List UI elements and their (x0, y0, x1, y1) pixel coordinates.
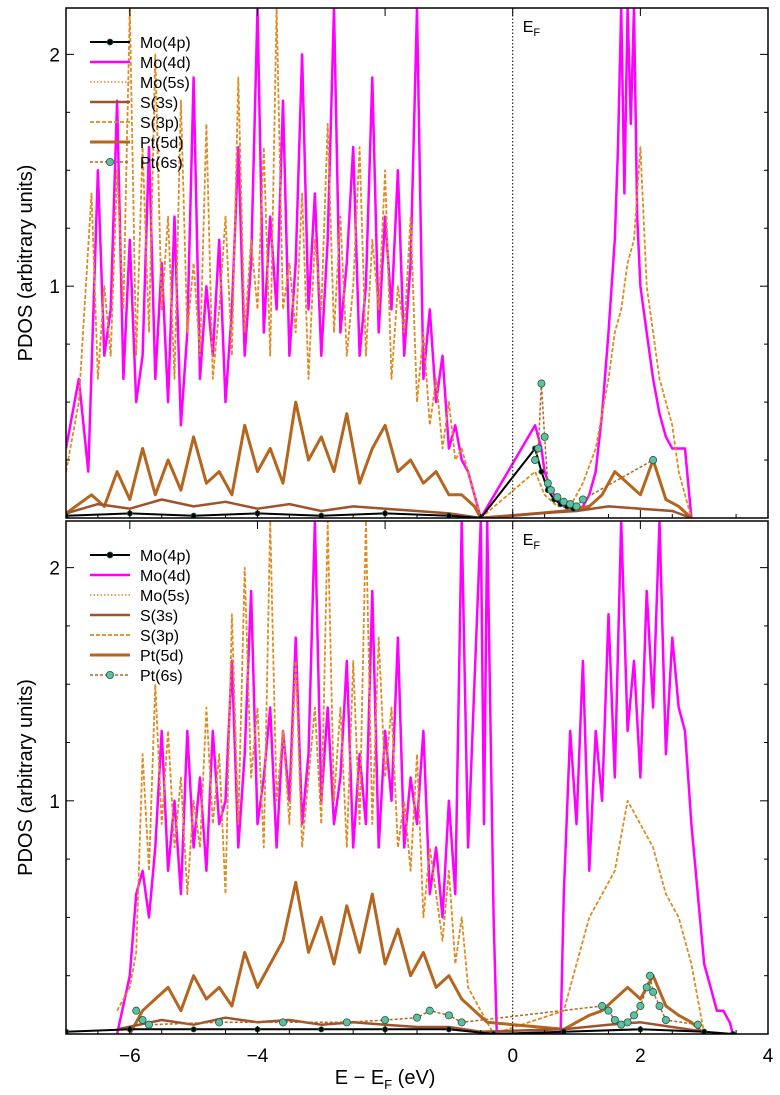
legend-label-bottom-3: S(3s) (140, 608, 178, 625)
fermi-label-bottom: EF (523, 532, 541, 552)
legend-label-top-3: S(3s) (140, 95, 178, 112)
legend-marker-bottom-0 (106, 551, 114, 559)
marker-bottom-5-1 (138, 1016, 147, 1025)
legend-marker-bottom-6 (106, 671, 115, 680)
marker-bottom-5-16 (629, 1011, 638, 1020)
series-group-top (66, 8, 693, 518)
y-tick-label-top: 1 (49, 277, 60, 298)
marker-bottom-5-15 (623, 1018, 632, 1027)
marker-bottom-5-23 (693, 1020, 702, 1029)
marker-top-5-3 (540, 432, 549, 441)
series-line-top-4 (66, 447, 574, 518)
series-line-bottom-4 (66, 1028, 733, 1034)
series-line-top-2 (66, 400, 693, 518)
legend-label-bottom-1: Mo(4d) (140, 568, 191, 585)
marker-bottom-5-13 (610, 1016, 619, 1025)
legend-label-top-0: Mo(4p) (140, 35, 191, 52)
marker-top-5-1 (534, 444, 543, 453)
series-line-top-1 (66, 8, 693, 518)
legend-label-top-2: Mo(5s) (140, 75, 190, 92)
x-tick-label: 0 (507, 1046, 518, 1067)
legend-label-bottom-4: S(3p) (140, 628, 179, 645)
x-tick-label: 4 (763, 1046, 774, 1067)
legend-top: Mo(4p) Mo(4d) Mo(5s) S(3s) S(3p) Pt(5d) Pt(6s) (90, 35, 191, 172)
shared-axes: −6 −4 0 2 4 E − EF (eV) (119, 1046, 774, 1092)
y-axis-title-top: PDOS (arbitrary units) (15, 165, 37, 362)
marker-bottom-4-2 (190, 1026, 197, 1033)
marker-bottom-5-10 (457, 1018, 466, 1027)
x-axis-title: E − EF (eV) (335, 1067, 436, 1092)
legend-label-bottom-0: Mo(4p) (140, 548, 191, 565)
legend-label-top-6: Pt(6s) (140, 155, 183, 172)
y-tick-label-bottom: 2 (49, 559, 60, 580)
y-axis-title-bottom: PDOS (arbitrary units) (15, 679, 37, 876)
marker-top-5-6 (553, 493, 562, 502)
marker-bottom-5-3 (215, 1018, 224, 1027)
y-tick-label-bottom: 1 (49, 792, 60, 813)
marker-bottom-5-11 (598, 1002, 607, 1011)
marker-bottom-5-7 (412, 1013, 421, 1022)
marker-top-4-9 (538, 468, 545, 475)
marker-top-5-11 (649, 456, 658, 465)
marker-bottom-5-9 (444, 1011, 453, 1020)
x-tick-label: −6 (119, 1046, 141, 1067)
marker-bottom-5-22 (661, 1016, 670, 1025)
legend-label-top-4: S(3p) (140, 115, 179, 132)
marker-bottom-4-6 (445, 1026, 452, 1033)
marker-bottom-5-19 (645, 971, 654, 980)
marker-top-5-10 (578, 495, 587, 504)
marker-bottom-5-5 (342, 1018, 351, 1027)
marker-top-5-9 (572, 502, 581, 511)
marker-bottom-5-20 (649, 988, 658, 997)
marker-top-4-4 (318, 512, 325, 518)
marker-top-4-6 (445, 512, 452, 518)
marker-bottom-5-0 (132, 1006, 141, 1015)
series-line-bottom-2 (128, 880, 706, 1034)
legend-label-bottom-6: Pt(6s) (140, 668, 183, 685)
marker-bottom-5-18 (642, 983, 651, 992)
fermi-label-top: EF (523, 19, 541, 39)
x-tick-label: 2 (635, 1046, 646, 1067)
marker-top-5-5 (547, 486, 556, 495)
series-line-top-0 (66, 8, 693, 518)
legend-label-bottom-2: Mo(5s) (140, 588, 190, 605)
legend-marker-top-0 (106, 38, 114, 46)
marker-top-5-0 (531, 456, 540, 465)
legend-label-top-5: Pt(5d) (140, 135, 184, 152)
marker-bottom-5-8 (425, 1006, 434, 1015)
marker-top-4-2 (190, 512, 197, 518)
marker-bottom-5-12 (604, 1006, 613, 1015)
marker-bottom-4-4 (318, 1026, 325, 1033)
marker-top-5-4 (543, 479, 552, 488)
marker-top-5-2 (537, 379, 546, 388)
series-group-bottom (66, 521, 736, 1034)
legend-label-top-1: Mo(4d) (140, 55, 191, 72)
series-line-bottom-0 (115, 521, 735, 1034)
marker-bottom-4-8 (560, 1028, 567, 1034)
legend-marker-top-6 (106, 157, 115, 166)
marker-bottom-4-10 (701, 1028, 708, 1034)
series-line-top-3 (66, 498, 692, 518)
marker-bottom-5-2 (144, 1020, 153, 1029)
legend-label-bottom-5: Pt(5d) (140, 648, 184, 665)
x-tick-label: −4 (247, 1046, 269, 1067)
marker-bottom-5-21 (655, 1002, 664, 1011)
y-tick-label-top: 2 (49, 45, 60, 66)
marker-bottom-5-17 (636, 1002, 645, 1011)
marker-bottom-5-4 (278, 1018, 287, 1027)
marker-bottom-5-6 (381, 1016, 390, 1025)
legend-bottom: Mo(4p) Mo(4d) Mo(5s) S(3s) S(3p) Pt(5d) Pt(6s) (90, 548, 191, 685)
